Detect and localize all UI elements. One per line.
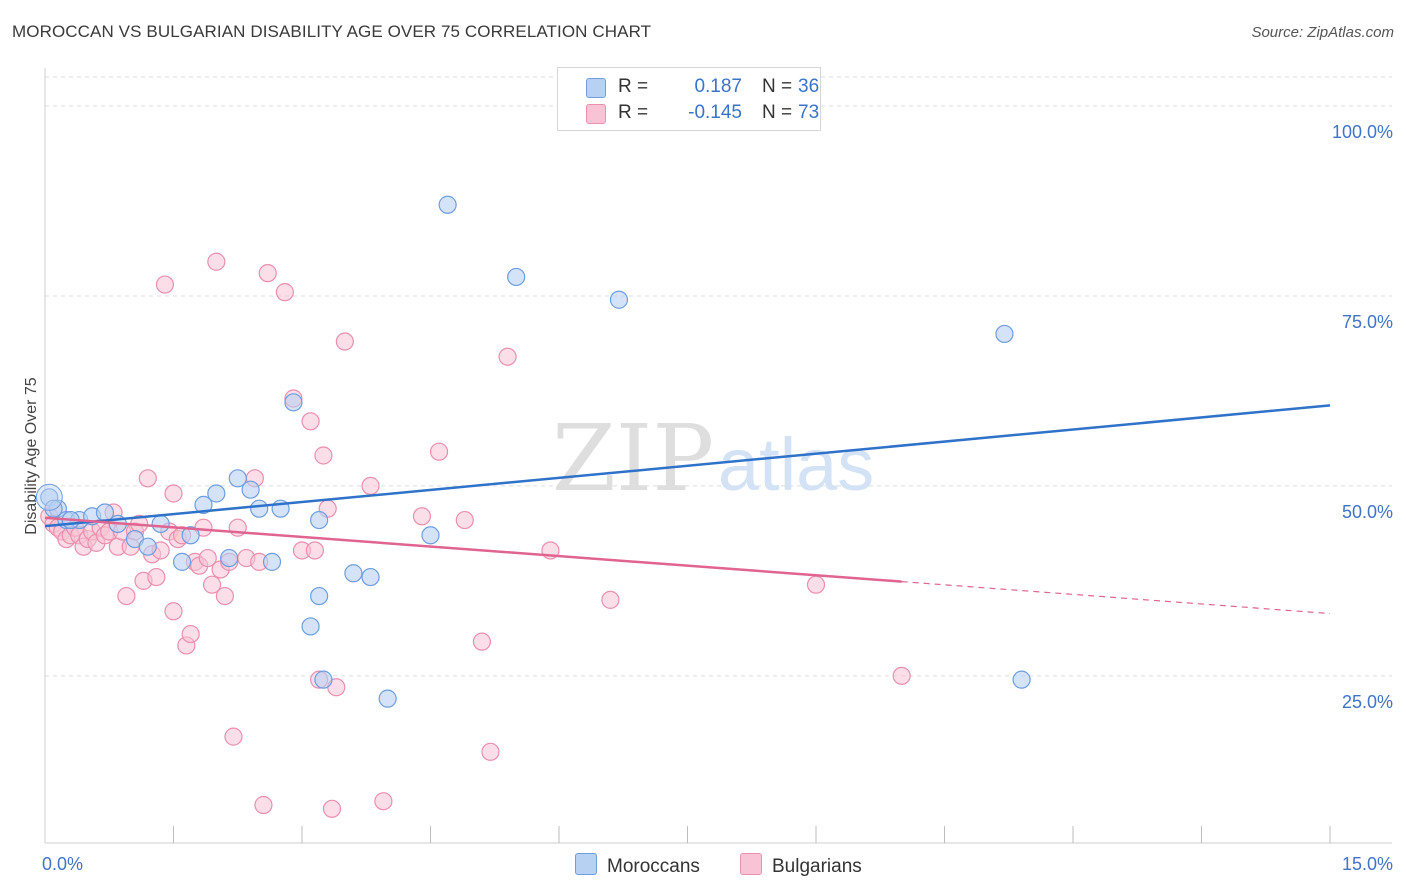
bulgarians-point	[258, 264, 277, 283]
bulgarians-point	[164, 484, 183, 503]
bulgarians-point	[215, 586, 234, 606]
moroccans-point-large	[35, 483, 63, 511]
moroccans-point	[194, 495, 213, 514]
bottom-moroccans-label: Moroccans	[607, 856, 700, 877]
bulgarians-point	[429, 442, 449, 461]
moroccans-point	[301, 617, 320, 636]
moroccans-n-value: 36	[798, 76, 820, 97]
moroccans-point	[361, 567, 380, 587]
bulgarians-point	[472, 632, 491, 651]
y-tick-label: 75.0%	[1342, 312, 1393, 332]
bulgarians-point	[275, 283, 294, 302]
watermark-zip: ZIP	[552, 405, 714, 512]
bulgarians-point	[412, 507, 432, 526]
trend-lines	[44, 404, 1331, 615]
tick-labels: 25.0% 50.0% 75.0% 100.0% 0.0% 15.0%	[42, 122, 1393, 874]
bulgarians-point	[254, 795, 273, 815]
bulgarians-point	[207, 252, 226, 271]
bottom-bulgarians-label: Bulgarians	[772, 856, 862, 877]
bulgarians-points	[40, 252, 911, 818]
watermark: ZIP atlas	[552, 405, 874, 512]
moroccans-point	[378, 689, 397, 708]
moroccans-point	[438, 195, 457, 214]
watermark-atlas: atlas	[718, 423, 874, 506]
bulgarians-point	[601, 590, 620, 609]
bottom-legend-bulgarians: Bulgarians	[740, 853, 862, 878]
bulgarians-point	[361, 476, 380, 495]
y-tick-label: 50.0%	[1342, 502, 1393, 522]
moroccans-n-label: N =	[762, 76, 793, 97]
bulgarians-r-label: R =	[618, 102, 649, 123]
moroccans-trend-line	[44, 404, 1331, 528]
moroccans-r-label: R =	[618, 76, 649, 97]
moroccans-point	[995, 324, 1014, 344]
moroccans-point	[262, 552, 282, 571]
moroccans-point	[250, 499, 269, 518]
moroccans-point	[1012, 670, 1031, 689]
y-tick-label: 100.0%	[1332, 122, 1393, 142]
bulgarians-point	[155, 275, 175, 294]
moroccans-point	[421, 526, 440, 545]
bulgarians-point	[117, 586, 136, 606]
bulgarians-point	[314, 446, 333, 465]
chart-title: MOROCCAN VS BULGARIAN DISABILITY AGE OVE…	[12, 22, 652, 41]
moroccans-point	[284, 393, 303, 412]
y-tick-label: 25.0%	[1342, 692, 1393, 712]
moroccans-point	[172, 552, 192, 571]
moroccans-point	[151, 514, 170, 533]
moroccans-swatch	[586, 78, 606, 98]
bulgarians-n-label: N =	[762, 102, 793, 123]
bulgarians-point	[498, 347, 517, 366]
moroccans-r-value: 0.187	[694, 76, 742, 97]
bulgarians-point	[335, 332, 354, 351]
bulgarians-point	[202, 575, 222, 594]
bulgarians-point	[305, 541, 324, 560]
moroccans-point	[44, 499, 63, 518]
bulgarians-point	[322, 799, 342, 818]
bottom-moroccans-swatch	[575, 853, 597, 875]
source-label: Source: ZipAtlas.com	[1251, 24, 1394, 41]
bulgarians-swatch	[586, 104, 606, 124]
bulgarians-n-value: 73	[798, 102, 820, 123]
bottom-legend-moroccans: Moroccans	[575, 853, 700, 878]
bulgarians-point	[164, 602, 183, 621]
bulgarians-point	[374, 792, 393, 811]
moroccans-point	[314, 670, 333, 689]
bulgarians-point	[147, 567, 166, 587]
bulgarians-point	[181, 624, 200, 644]
grid-lines	[45, 76, 1392, 677]
moroccans-point	[310, 586, 329, 606]
correlation-legend: R = 0.187 N = 36 R = -0.145 N = 73	[557, 67, 821, 131]
axes	[44, 68, 1392, 844]
x-tick-label: 15.0%	[1342, 854, 1393, 874]
bulgarians-point	[892, 666, 911, 685]
bulgarians-point	[806, 575, 826, 594]
moroccans-point	[138, 537, 157, 556]
moroccans-point	[344, 564, 363, 583]
bulgarians-r-value: -0.145	[688, 102, 742, 123]
bulgarians-point	[455, 510, 474, 530]
moroccans-point	[507, 267, 526, 287]
moroccans-point	[181, 526, 200, 545]
moroccans-point	[228, 469, 247, 488]
moroccans-point	[310, 510, 329, 530]
bulgarians-trend-line	[44, 516, 902, 583]
bulgarians-point	[198, 548, 217, 568]
bottom-bulgarians-swatch	[740, 853, 762, 875]
x-tick-label: 0.0%	[42, 854, 83, 874]
y-axis-label: Disability Age Over 75	[23, 377, 40, 535]
bulgarians-point	[138, 469, 157, 488]
moroccans-point	[609, 290, 629, 309]
moroccans-point	[241, 480, 260, 499]
bulgarians-trend-extension	[901, 581, 1331, 615]
bulgarians-point	[481, 742, 500, 761]
moroccans-point	[220, 548, 239, 568]
moroccans-point	[207, 484, 226, 503]
bulgarians-point	[301, 412, 320, 431]
bulgarians-point	[224, 727, 243, 746]
